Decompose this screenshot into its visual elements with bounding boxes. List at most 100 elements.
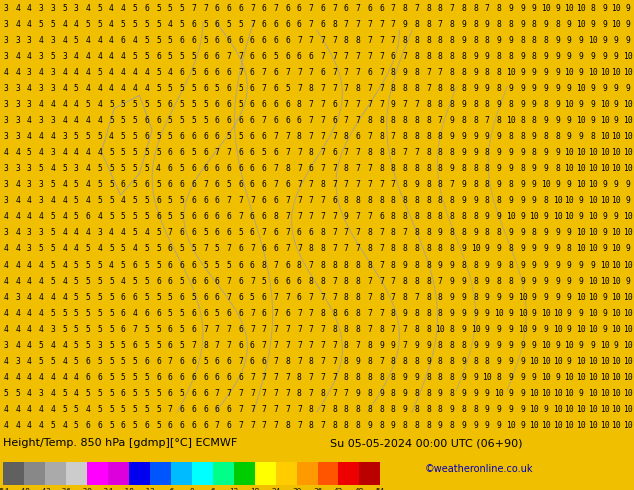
Text: 8: 8 [356, 84, 361, 93]
Text: 6: 6 [215, 180, 219, 189]
Text: 9: 9 [520, 421, 525, 430]
Text: 9: 9 [555, 341, 560, 350]
Text: 7: 7 [320, 196, 325, 205]
Text: 5: 5 [145, 100, 149, 109]
Text: 9: 9 [590, 261, 595, 270]
Text: 9: 9 [602, 228, 607, 237]
Text: 4: 4 [15, 3, 20, 13]
Text: 5: 5 [74, 325, 79, 334]
Text: 4: 4 [3, 261, 8, 270]
Text: 7: 7 [403, 228, 408, 237]
Text: 8: 8 [590, 3, 595, 13]
Text: 9: 9 [462, 100, 466, 109]
Text: 8: 8 [426, 325, 431, 334]
Text: 10: 10 [623, 116, 633, 125]
Text: 8: 8 [379, 148, 384, 157]
Text: 7: 7 [391, 293, 396, 302]
Text: 8: 8 [367, 405, 372, 414]
Text: 9: 9 [543, 116, 548, 125]
Text: 4: 4 [62, 180, 67, 189]
Text: 4: 4 [3, 373, 8, 382]
Text: 6: 6 [226, 164, 231, 173]
Text: 6: 6 [191, 164, 196, 173]
Text: 8: 8 [438, 405, 443, 414]
Text: 8: 8 [438, 309, 443, 318]
Text: 5: 5 [179, 309, 184, 318]
Text: 7: 7 [273, 373, 278, 382]
Text: 10: 10 [564, 164, 574, 173]
Text: 6: 6 [121, 421, 126, 430]
Text: 10: 10 [436, 325, 445, 334]
Text: 6: 6 [145, 116, 149, 125]
Text: 8: 8 [496, 373, 501, 382]
Text: 10: 10 [600, 148, 609, 157]
Text: 8: 8 [262, 261, 267, 270]
Text: 9: 9 [602, 20, 607, 28]
Text: 8: 8 [367, 357, 372, 366]
Text: 7: 7 [344, 100, 349, 109]
Text: 5: 5 [203, 100, 208, 109]
Text: 10: 10 [529, 212, 539, 221]
Text: 9: 9 [543, 405, 548, 414]
Text: 6: 6 [215, 164, 219, 173]
Text: 7: 7 [297, 196, 302, 205]
Text: 9: 9 [403, 20, 408, 28]
Text: 9: 9 [450, 293, 455, 302]
Text: 7: 7 [391, 20, 396, 28]
Text: 7: 7 [226, 245, 231, 253]
Text: 5: 5 [156, 3, 161, 13]
Text: 10: 10 [576, 357, 586, 366]
Text: 8: 8 [496, 196, 501, 205]
Text: 4: 4 [74, 245, 79, 253]
Text: 9: 9 [555, 261, 560, 270]
Text: 7: 7 [238, 212, 243, 221]
Text: 8: 8 [367, 341, 372, 350]
Text: 9: 9 [508, 357, 513, 366]
Text: 7: 7 [403, 100, 408, 109]
Text: 8: 8 [356, 261, 361, 270]
Text: 4: 4 [27, 132, 32, 141]
Text: 9: 9 [555, 276, 560, 286]
Text: 8: 8 [426, 164, 431, 173]
Text: 9: 9 [555, 84, 560, 93]
Text: 9: 9 [520, 180, 525, 189]
Text: 4: 4 [86, 52, 91, 61]
Text: 9: 9 [532, 261, 536, 270]
Text: 3: 3 [39, 52, 44, 61]
Text: 4: 4 [74, 228, 79, 237]
Text: 7: 7 [215, 421, 219, 430]
Text: 6: 6 [262, 3, 267, 13]
Text: 6: 6 [179, 148, 184, 157]
Text: 9: 9 [532, 373, 536, 382]
Text: 10: 10 [470, 325, 481, 334]
Text: 9: 9 [614, 52, 619, 61]
Text: 3: 3 [15, 164, 20, 173]
Text: 3: 3 [39, 3, 44, 13]
Text: 6: 6 [215, 196, 219, 205]
Text: 6: 6 [250, 212, 255, 221]
Text: 6: 6 [203, 164, 208, 173]
Text: 9: 9 [555, 373, 560, 382]
Text: 8: 8 [356, 196, 361, 205]
Text: 4: 4 [27, 84, 32, 93]
Text: 8: 8 [285, 164, 290, 173]
Text: 9: 9 [496, 164, 501, 173]
Text: 4: 4 [27, 261, 32, 270]
Text: 9: 9 [532, 245, 536, 253]
Text: 10: 10 [541, 421, 551, 430]
Text: 7: 7 [332, 68, 337, 77]
Text: 6: 6 [145, 180, 149, 189]
Text: 5: 5 [109, 389, 114, 398]
Text: 8: 8 [438, 164, 443, 173]
Text: 10: 10 [576, 405, 586, 414]
Text: 10: 10 [541, 373, 551, 382]
Text: 5: 5 [133, 405, 138, 414]
Text: 10: 10 [588, 309, 598, 318]
Text: 7: 7 [250, 405, 255, 414]
Text: 7: 7 [238, 196, 243, 205]
Text: 8: 8 [426, 293, 431, 302]
Text: 7: 7 [250, 20, 255, 28]
Text: 5: 5 [133, 276, 138, 286]
Text: 5: 5 [74, 405, 79, 414]
Text: 9: 9 [473, 228, 478, 237]
